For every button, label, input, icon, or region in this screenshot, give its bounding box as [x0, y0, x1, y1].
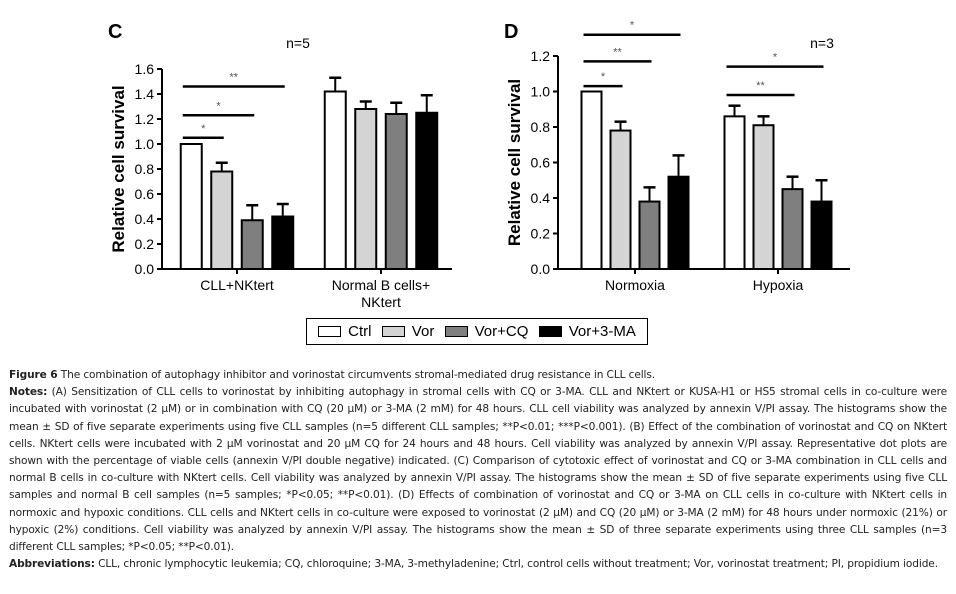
notes-text: (A) Sensitization of CLL cells to vorino… — [9, 386, 947, 554]
abbreviations-label: Abbreviations: — [9, 558, 95, 571]
bar-vor-3-ma — [810, 200, 833, 270]
notes-label: Notes: — [9, 386, 48, 399]
x-tick-label: NKtert — [361, 294, 401, 310]
significance-label: * — [773, 52, 778, 64]
bar-vor-3-ma — [415, 111, 439, 270]
caption-notes: Notes: (A) Sensitization of CLL cells to… — [9, 384, 947, 556]
y-tick-label: 0.2 — [531, 226, 551, 242]
bar-vor — [354, 108, 378, 270]
figure-title: The combination of autophagy inhibitor a… — [60, 369, 656, 381]
y-tick-label: 0.8 — [135, 161, 155, 177]
x-tick-label: Normoxia — [605, 277, 665, 293]
y-axis-label: Relative cell survival — [109, 85, 128, 252]
legend-item-vor-cq: Vor+CQ — [444, 323, 529, 340]
chart-title: n=3 — [810, 35, 834, 51]
y-tick-label: 0.4 — [531, 190, 551, 206]
caption-abbreviations: Abbreviations: CLL, chronic lymphocytic … — [9, 556, 947, 573]
bar-ctrl — [323, 90, 347, 270]
bar-vor-cq — [384, 113, 408, 270]
legend-item-vor: Vor — [381, 323, 435, 340]
bar-vor-cq — [240, 219, 264, 270]
y-tick-label: 0.2 — [135, 236, 155, 252]
bar-vor-cq — [638, 200, 661, 270]
bar-vor — [210, 170, 234, 270]
x-tick-label: CLL+NKtert — [200, 277, 274, 293]
legend-item-ctrl: Ctrl — [318, 323, 371, 340]
chart-legend: Ctrl Vor Vor+CQ Vor+3-MA — [306, 318, 648, 345]
legend-label-ctrl: Ctrl — [348, 323, 372, 340]
significance-label: * — [630, 20, 635, 32]
y-tick-label: 0.8 — [531, 119, 551, 135]
bar-vor — [609, 129, 632, 270]
legend-label-vor-3ma: Vor+3-MA — [568, 323, 636, 340]
bar-vor-cq — [781, 188, 804, 270]
legend-label-vor: Vor — [411, 323, 435, 340]
significance-label: * — [601, 71, 606, 83]
legend-swatch-vor-3ma — [538, 326, 562, 337]
panel-label: C — [108, 21, 122, 43]
significance-label: * — [201, 123, 206, 135]
x-tick-label: Normal B cells+ — [332, 277, 430, 293]
y-tick-label: 0.4 — [135, 211, 155, 227]
y-tick-label: 1.0 — [135, 136, 155, 152]
caption-title-line: Figure 6 The combination of autophagy in… — [9, 367, 947, 384]
significance-label: ** — [229, 72, 238, 84]
y-tick-label: 0.0 — [135, 261, 155, 277]
bar-vor — [752, 124, 775, 270]
figure-caption: Figure 6 The combination of autophagy in… — [9, 367, 947, 573]
legend-label-vor-cq: Vor+CQ — [474, 323, 529, 340]
chart-title: n=5 — [286, 35, 310, 51]
bar-ctrl — [723, 115, 746, 270]
abbreviations-text: CLL, chronic lymphocytic leukemia; CQ, c… — [98, 558, 938, 571]
significance-label: ** — [613, 46, 622, 58]
y-tick-label: 0.0 — [531, 261, 551, 277]
bar-ctrl — [179, 143, 203, 270]
y-tick-label: 1.0 — [531, 84, 551, 100]
legend-swatch-ctrl — [318, 326, 342, 337]
y-tick-label: 1.6 — [135, 61, 155, 77]
significance-label: ** — [756, 80, 765, 92]
legend-item-vor-3ma: Vor+3-MA — [538, 323, 636, 340]
panel-label: D — [504, 21, 518, 43]
significance-label: * — [216, 100, 221, 112]
y-tick-label: 1.2 — [135, 111, 155, 127]
legend-swatch-vor — [381, 326, 405, 337]
legend-swatch-vor-cq — [444, 326, 468, 337]
x-tick-label: Hypoxia — [753, 277, 804, 293]
bar-vor-3-ma — [667, 175, 690, 270]
y-tick-label: 0.6 — [531, 155, 551, 171]
figure-label: Figure 6 — [9, 369, 58, 381]
y-axis-label: Relative cell survival — [505, 79, 524, 246]
y-tick-label: 1.2 — [531, 48, 551, 64]
bar-ctrl — [580, 90, 603, 270]
y-tick-label: 1.4 — [135, 86, 155, 102]
bar-vor-3-ma — [271, 215, 295, 270]
y-tick-label: 0.6 — [135, 186, 155, 202]
